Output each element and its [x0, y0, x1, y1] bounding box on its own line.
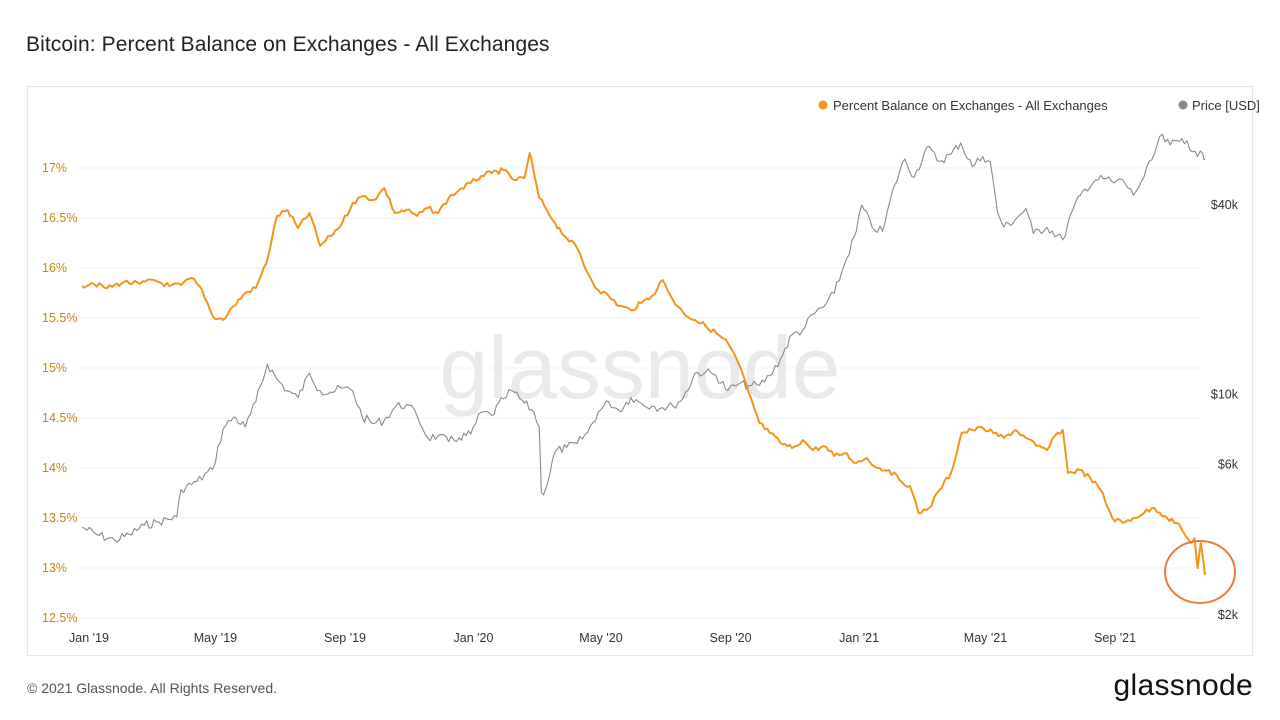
right-tick-label: $2k — [1218, 608, 1239, 622]
balance-line — [81, 152, 1206, 576]
left-tick-label: 17% — [42, 161, 67, 175]
x-tick-label: Sep '19 — [324, 631, 366, 645]
left-tick-label: 16% — [42, 261, 67, 275]
right-tick-label: $40k — [1211, 198, 1239, 212]
left-tick-label: 13% — [42, 561, 67, 575]
legend-balance-dot — [818, 100, 828, 110]
x-tick-label: Jan '19 — [69, 631, 109, 645]
gridlines — [78, 167, 1200, 619]
x-tick-label: May '19 — [194, 631, 237, 645]
legend-balance-label: Percent Balance on Exchanges - All Excha… — [833, 98, 1108, 113]
legend-price-label: Price [USD] — [1192, 98, 1260, 113]
watermark: glassnode — [439, 318, 840, 417]
copyright-text: © 2021 Glassnode. All Rights Reserved. — [27, 680, 278, 696]
right-tick-label: $10k — [1211, 388, 1239, 402]
legend-price-dot — [1178, 100, 1188, 110]
page-title: Bitcoin: Percent Balance on Exchanges - … — [26, 33, 550, 56]
left-tick-label: 12.5% — [42, 611, 77, 625]
x-tick-label: May '21 — [964, 631, 1007, 645]
x-tick-label: May '20 — [579, 631, 622, 645]
chart-frame — [27, 86, 1253, 656]
balance-series — [81, 152, 1206, 576]
left-tick-label: 16.5% — [42, 211, 77, 225]
x-axis: Jan '19 May '19 Sep '19 Jan '20 May '20 Sep '… — [69, 631, 1136, 645]
x-tick-label: Sep '20 — [710, 631, 752, 645]
price-line — [81, 133, 1206, 543]
legend: Percent Balance on Exchanges - All Excha… — [818, 98, 1260, 113]
left-tick-label: 15% — [42, 361, 67, 375]
x-tick-label: Sep '21 — [1094, 631, 1136, 645]
x-tick-label: Jan '20 — [454, 631, 494, 645]
left-tick-label: 14% — [42, 461, 67, 475]
x-tick-label: Jan '21 — [839, 631, 879, 645]
left-tick-label: 14.5% — [42, 411, 77, 425]
glassnode-logo: glassnode — [1113, 669, 1253, 702]
left-tick-label: 13.5% — [42, 511, 77, 525]
price-series — [81, 133, 1206, 543]
right-axis: $2k $6k $10k $40k — [1211, 198, 1239, 622]
highlight-circle — [1164, 540, 1236, 604]
right-tick-label: $6k — [1218, 458, 1239, 472]
left-tick-label: 15.5% — [42, 311, 77, 325]
left-axis: 12.5% 13% 13.5% 14% 14.5% 15% 15.5% 16% 16.5% 17% — [42, 161, 77, 625]
